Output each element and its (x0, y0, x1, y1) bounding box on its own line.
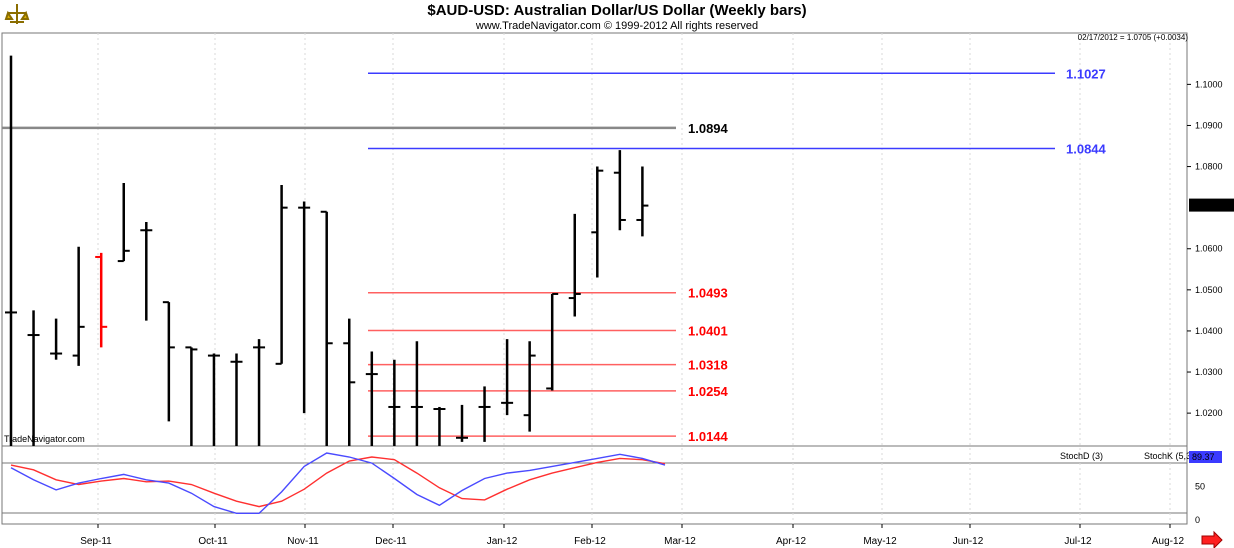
y-tick-label: 1.0900 (1195, 120, 1223, 130)
y-tick-label: 1.1000 (1195, 79, 1223, 89)
level-label: 1.0894 (688, 121, 729, 136)
plot-frame: TradeNavigator.com (1, 32, 1188, 525)
ohlc-bar (456, 404, 468, 442)
y-tick-label: 1.0500 (1195, 285, 1223, 295)
stoch-line (10, 452, 666, 514)
ohlc-bar (365, 351, 378, 446)
level-label: 1.0318 (688, 358, 728, 373)
ohlc-bar (568, 213, 581, 317)
ohlc-bar (613, 150, 626, 231)
legend-stochd: StochD (3) (1060, 451, 1103, 461)
y-tick-label: 1.0600 (1195, 244, 1223, 254)
price-axis: 1.1000 1.0900 1.0800 1.0600 1.0500 1.0400 1.03… (1187, 79, 1234, 418)
stoch-y-tick-label: 0 (1195, 515, 1200, 525)
y-tick-label: 1.0200 (1195, 408, 1223, 418)
x-tick-label: Jun-12 (953, 536, 984, 547)
ohlc-bar (230, 353, 243, 446)
chart-title: $AUD-USD: Australian Dollar/US Dollar (W… (427, 2, 807, 19)
ohlc-bar (546, 292, 559, 391)
ohlc-bar (5, 55, 17, 446)
x-tick-label: Dec-11 (375, 536, 407, 547)
x-tick-label: Oct-11 (198, 536, 228, 547)
x-tick-label: Sep-11 (80, 536, 112, 547)
ohlc-bar (117, 182, 130, 263)
ohlc-bar (140, 222, 153, 321)
x-tick-label: Nov-11 (287, 536, 319, 547)
stoch-value-label: 89.37 (1192, 452, 1215, 462)
ohlc-bar (388, 359, 401, 446)
level-label: 1.0844 (1066, 141, 1107, 156)
ohlc-bar (591, 166, 604, 278)
ohlc-bar (275, 185, 288, 365)
ohlc-bar (50, 318, 63, 360)
stoch-line (10, 456, 666, 508)
trade-navigator-logo-icon (4, 4, 30, 24)
current-price-box (1189, 198, 1234, 212)
level-label: 1.0144 (688, 429, 729, 444)
current-price-label: 1.0705 (1192, 201, 1220, 211)
ohlc-bar (320, 210, 333, 446)
x-tick-label: Aug-12 (1152, 536, 1185, 547)
y-tick-label: 1.0400 (1195, 326, 1223, 336)
last-quote: 02/17/2012 = 1.0705 (+0.0034) (1077, 33, 1188, 42)
y-tick-label: 1.0300 (1195, 367, 1223, 377)
date-axis: Sep-11 Oct-11 Nov-11 Dec-11 Jan-12 Feb-12 Mar-… (80, 524, 1223, 548)
price-bars (5, 55, 649, 446)
x-tick-label: Jul-12 (1064, 536, 1092, 547)
ohlc-bar (433, 406, 446, 446)
ohlc-bar (298, 201, 311, 414)
plot-border (1, 32, 1188, 525)
x-tick-label: Jan-12 (487, 536, 518, 547)
scroll-right-icon (1201, 530, 1223, 548)
x-tick-label: Mar-12 (664, 536, 696, 547)
y-tick-label: 1.0800 (1195, 162, 1223, 172)
stoch-y-tick-label: 50 (1195, 482, 1205, 492)
ohlc-bar (253, 339, 266, 446)
ohlc-bar (162, 301, 175, 422)
ohlc-bar (27, 310, 40, 446)
fib-levels: 1.1027 1.0894 1.0844 1.0493 1.0401 1.0318 1.02… (2, 66, 1107, 444)
ohlc-bar (185, 346, 198, 446)
watermark: TradeNavigator.com (4, 434, 85, 444)
x-tick-label: May-12 (863, 536, 897, 547)
level-label: 1.0493 (688, 286, 728, 301)
stoch-value-box (1189, 451, 1222, 463)
legend-stochk: StochK (5,3) (1144, 451, 1194, 461)
ohlc-bar (95, 252, 108, 348)
ohlc-bar (501, 339, 514, 416)
level-label: 1.0401 (688, 324, 728, 339)
ohlc-bar (478, 386, 491, 442)
stochastic-panel: StochD (3) StochK (5,3) 50 0 89.37 (10, 451, 1222, 525)
ohlc-bar (343, 318, 356, 446)
ohlc-bar (207, 353, 220, 446)
x-tick-label: Apr-12 (776, 536, 806, 547)
ohlc-bar (636, 166, 649, 237)
x-tick-label: Feb-12 (574, 536, 606, 547)
ohlc-bar (72, 246, 85, 366)
level-label: 1.1027 (1066, 66, 1106, 81)
level-label: 1.0254 (688, 384, 729, 399)
ohlc-bar (410, 341, 423, 446)
ohlc-bar (523, 341, 536, 432)
chart-subtitle: www.TradeNavigator.com © 1999-2012 All r… (475, 20, 759, 32)
